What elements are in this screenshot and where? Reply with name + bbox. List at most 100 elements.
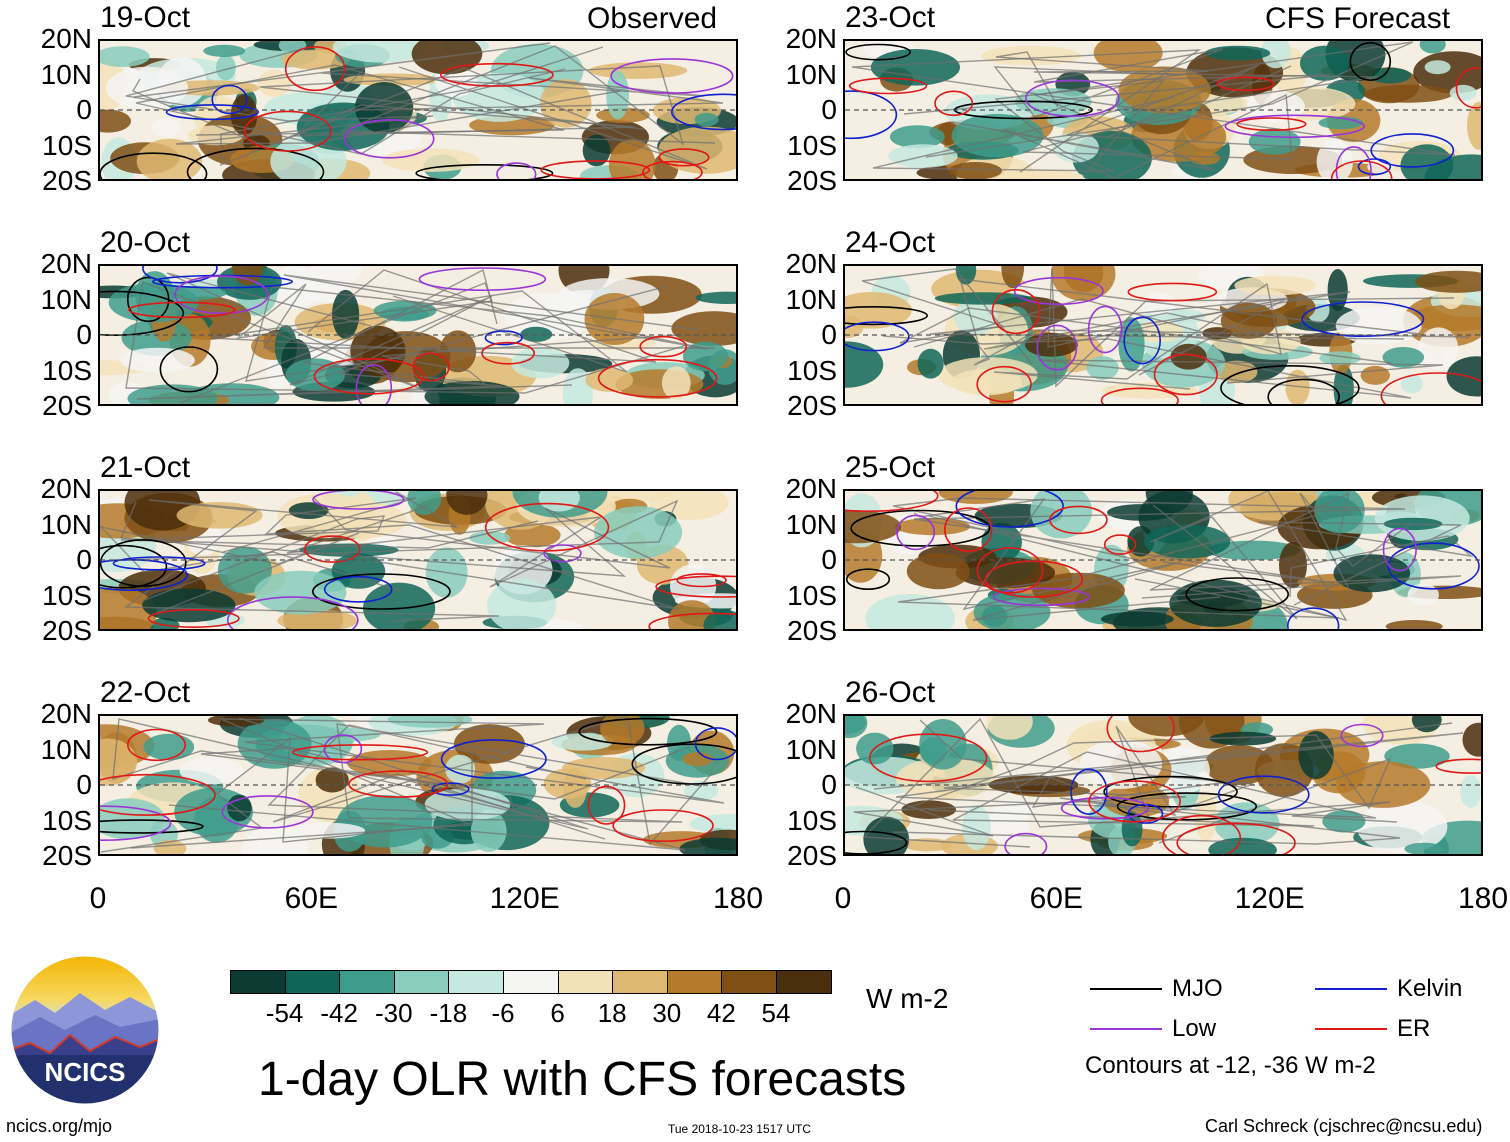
olr-anomaly-blob (487, 579, 557, 629)
contour-er (1088, 780, 1181, 823)
y-tick-label: 0 (76, 769, 92, 800)
coastline (872, 80, 1175, 174)
contour-er (612, 809, 714, 843)
olr-anomaly-blob (292, 822, 366, 839)
contour-kelvin (1287, 607, 1340, 629)
olr-anomaly-blob (906, 553, 970, 590)
olr-anomaly-blob (703, 610, 736, 629)
coastline (121, 499, 679, 588)
contour-mjo (845, 830, 908, 854)
observed-label: Observed (587, 2, 718, 35)
contour-low (1340, 723, 1384, 748)
olr-anomaly-blob (520, 326, 553, 342)
contour-mjo (631, 743, 736, 785)
olr-anomaly-blob (1424, 60, 1451, 75)
olr-anomaly-blob (951, 368, 1023, 396)
y-tick-label: 10S (42, 579, 92, 611)
colorbar-swatch (448, 970, 504, 994)
contour-kelvin (165, 104, 260, 121)
contour-low (355, 364, 393, 404)
colorbar-label: 30 (652, 998, 682, 1028)
y-tick-label: 10S (787, 579, 837, 611)
contour-mjo (1103, 775, 1238, 808)
coastline (135, 64, 566, 155)
contour-er (1049, 505, 1108, 535)
olr-anomaly-blob (363, 582, 436, 629)
contour-low (1004, 832, 1048, 854)
contour-er (1103, 534, 1137, 555)
contour-low (1060, 796, 1149, 820)
contour-er (868, 733, 988, 783)
coastline (259, 45, 716, 146)
coastline (112, 717, 690, 830)
contour-er (1100, 387, 1179, 404)
contour-er (1153, 353, 1218, 396)
olr-field (100, 716, 736, 854)
contour-mjo (850, 509, 991, 547)
olr-anomaly-blob (1300, 45, 1349, 81)
legend-line-kelvin (1315, 988, 1387, 990)
olr-anomaly-blob (1298, 731, 1334, 779)
olr-anomaly-blob (1128, 716, 1205, 737)
contour-low (1224, 114, 1365, 139)
coastline (120, 515, 539, 602)
coastline (901, 734, 1392, 844)
coastline (959, 278, 1471, 366)
footer-timestamp: Tue 2018-10-23 1517 UTC (668, 1122, 811, 1136)
contour-kelvin (484, 330, 523, 346)
y-tick-label: 0 (821, 544, 837, 575)
y-tick-label: 20S (42, 165, 92, 196)
coastline (179, 282, 715, 404)
contour-er (655, 575, 736, 598)
coastline (301, 268, 680, 385)
colorbar-label: -42 (320, 998, 358, 1028)
y-tick-label: 20S (787, 165, 837, 196)
y-tick-label: 10S (787, 129, 837, 161)
contour-kelvin (955, 491, 1064, 528)
x-tick-label: 180 (712, 882, 764, 915)
olr-anomaly-blob (1170, 343, 1207, 370)
coastline (211, 269, 657, 373)
colorbar-label: 42 (706, 998, 736, 1028)
logo-graphic (10, 955, 160, 1105)
olr-anomaly-blob (1186, 47, 1284, 98)
colorbar-swatch (503, 970, 559, 994)
y-tick-label: 10S (42, 129, 92, 161)
contour-er (597, 358, 718, 398)
coastline (1003, 65, 1293, 179)
contour-mjo (1185, 577, 1290, 612)
contour-er (439, 62, 554, 87)
contour-low (1036, 324, 1078, 371)
legend-line-low (1090, 1028, 1162, 1030)
y-tick-label: 20S (787, 615, 837, 646)
olr-anomaly-blob (1462, 722, 1481, 757)
contour-kelvin (112, 556, 206, 571)
olr-map-panel (843, 39, 1483, 181)
olr-anomaly-blob (1446, 356, 1481, 397)
coastline (851, 49, 1456, 173)
y-tick-label: 20N (785, 23, 837, 54)
contour-er (845, 491, 939, 512)
coastline (100, 526, 402, 617)
contour-mjo (100, 290, 185, 336)
legend-line-mjo (1090, 988, 1162, 990)
olr-anomaly-blob (585, 368, 634, 392)
contour-er (943, 507, 993, 552)
coastline (119, 496, 671, 577)
contour-er (984, 560, 1084, 598)
olr-anomaly-blob (350, 325, 406, 377)
y-tick-label: 20N (40, 473, 92, 504)
contour-low (1013, 276, 1104, 306)
olr-anomaly-blob (151, 118, 181, 137)
colorbar-label: 54 (761, 998, 791, 1028)
contour-low (312, 491, 405, 510)
olr-anomaly-blob (917, 348, 944, 379)
y-tick-label: 20N (40, 248, 92, 279)
x-tick-label: 120E (489, 882, 560, 915)
contour-low (100, 805, 172, 841)
coastline (929, 291, 1405, 350)
contour-er (991, 288, 1041, 335)
olr-anomaly-blob (695, 291, 736, 304)
contour-low (1382, 527, 1417, 572)
legend-label-mjo: MJO (1172, 975, 1223, 1002)
